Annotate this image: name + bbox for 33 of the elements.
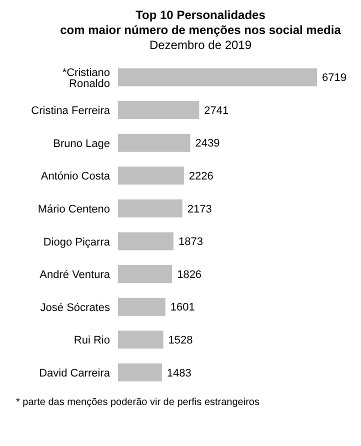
data-label: 2741 [204, 104, 229, 117]
y-tick-label: *Cristiano Ronaldo [62, 66, 110, 90]
bar [118, 101, 200, 120]
data-label: 6719 [322, 72, 346, 84]
bar [118, 199, 182, 218]
data-label: 1601 [170, 302, 195, 314]
data-label: 1873 [178, 236, 203, 248]
y-tick-label: David Carreira [39, 368, 111, 380]
y-tick-label: José Sócrates [40, 302, 110, 314]
bar [118, 134, 190, 152]
y-tick-label: André Ventura [40, 269, 111, 282]
bar [118, 232, 174, 250]
data-label: 2226 [188, 170, 214, 183]
chart-subtitle: Dezembro de 2019 [148, 38, 253, 53]
y-tick-label: António Costa [40, 170, 111, 183]
bar [118, 68, 317, 86]
bar [118, 166, 184, 185]
data-label: 1528 [168, 334, 193, 347]
chart-title: Top 10 Personalidades com maior número de menções nos social media [59, 8, 342, 38]
bar [118, 330, 164, 349]
data-label: 2439 [195, 138, 220, 150]
y-tick-label: Cristina Ferreira [31, 105, 111, 118]
data-label: 1826 [177, 268, 202, 281]
bar [118, 265, 172, 284]
y-tick-label: Bruno Lage [53, 138, 110, 150]
data-label: 1483 [166, 367, 192, 380]
data-label: 2173 [187, 203, 212, 216]
y-tick-label: Diogo Piçarra [43, 236, 111, 248]
y-tick-label: Mário Centeno [38, 204, 110, 216]
bar [118, 298, 166, 316]
y-tick-label: Rui Rio [74, 334, 110, 347]
text: * parte das menções poderão vir de perfis estrangeiros [16, 397, 260, 408]
bar [118, 363, 162, 382]
